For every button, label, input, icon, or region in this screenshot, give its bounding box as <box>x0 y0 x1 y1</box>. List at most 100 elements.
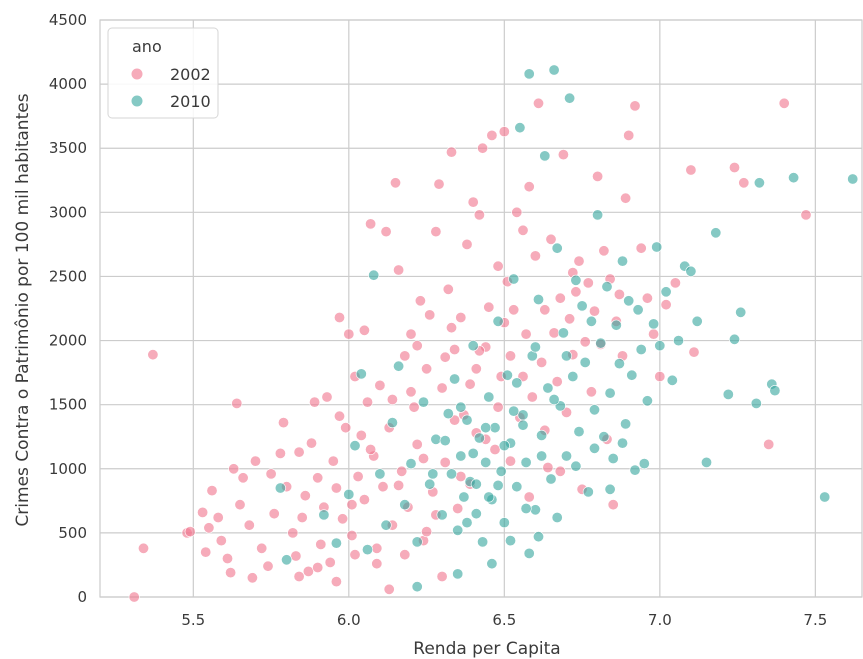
data-point-2002 <box>333 311 345 323</box>
data-point-2002 <box>486 129 498 141</box>
data-point-2002 <box>346 529 358 541</box>
data-point-2010 <box>728 333 740 345</box>
data-point-2002 <box>327 455 339 467</box>
data-point-2010 <box>847 173 859 185</box>
data-point-2010 <box>545 473 557 485</box>
data-point-2010 <box>399 499 411 511</box>
data-point-2002 <box>197 506 209 518</box>
data-point-2010 <box>626 369 638 381</box>
data-point-2010 <box>691 315 703 327</box>
data-point-2002 <box>545 233 557 245</box>
data-point-2002 <box>461 238 473 250</box>
data-point-2002 <box>337 513 349 525</box>
data-point-2002 <box>277 417 289 429</box>
data-point-2010 <box>355 368 367 380</box>
data-point-2010 <box>492 479 504 491</box>
data-point-2002 <box>256 542 268 554</box>
data-point-2002 <box>411 438 423 450</box>
data-point-2010 <box>536 450 548 462</box>
data-point-2010 <box>523 68 535 80</box>
y-axis-label: Crimes Contra o Patrimônio por 100 mil h… <box>13 93 33 526</box>
data-point-2002 <box>355 429 367 441</box>
data-point-2010 <box>570 460 582 472</box>
data-point-2010 <box>343 488 355 500</box>
data-point-2002 <box>408 401 420 413</box>
data-point-2010 <box>501 369 513 381</box>
data-point-2010 <box>439 435 451 447</box>
data-point-2002 <box>582 277 594 289</box>
data-point-2010 <box>498 517 510 529</box>
data-point-2010 <box>520 502 532 514</box>
data-point-2002 <box>445 322 457 334</box>
data-point-2002 <box>536 356 548 368</box>
x-tick-label: 5.5 <box>181 611 205 629</box>
data-point-2002 <box>305 437 317 449</box>
data-point-2010 <box>588 404 600 416</box>
data-point-2002 <box>620 192 632 204</box>
data-point-2010 <box>651 241 663 253</box>
data-point-2002 <box>629 100 641 112</box>
data-point-2010 <box>520 456 532 468</box>
data-point-2002 <box>343 328 355 340</box>
data-point-2010 <box>417 396 429 408</box>
data-point-2002 <box>383 583 395 595</box>
data-point-2002 <box>551 376 563 388</box>
legend-title: ano <box>132 37 162 56</box>
data-point-2010 <box>386 417 398 429</box>
data-point-2002 <box>225 567 237 579</box>
data-point-2002 <box>421 526 433 538</box>
data-point-2010 <box>660 286 672 298</box>
data-point-2002 <box>763 438 775 450</box>
data-point-2002 <box>324 556 336 568</box>
legend: ano 2002 2010 <box>107 27 219 119</box>
data-point-2010 <box>517 419 529 431</box>
data-point-2010 <box>598 431 610 443</box>
data-point-2002 <box>539 304 551 316</box>
data-point-2002 <box>436 382 448 394</box>
y-tick-label: 3500 <box>49 139 87 157</box>
data-point-2010 <box>536 429 548 441</box>
data-point-2002 <box>439 456 451 468</box>
data-point-2010 <box>368 269 380 281</box>
data-point-2002 <box>358 494 370 506</box>
data-point-2010 <box>788 172 800 184</box>
data-point-2002 <box>222 552 234 564</box>
data-point-2010 <box>648 318 660 330</box>
data-point-2010 <box>638 458 650 470</box>
x-tick-label: 6.5 <box>492 611 516 629</box>
data-point-2010 <box>486 558 498 570</box>
data-point-2002 <box>511 206 523 218</box>
data-point-2010 <box>641 395 653 407</box>
data-point-2010 <box>585 315 597 327</box>
data-point-2002 <box>738 177 750 189</box>
data-point-2002 <box>445 146 457 158</box>
data-point-2010 <box>424 478 436 490</box>
data-point-2002 <box>377 481 389 493</box>
data-point-2010 <box>819 491 831 503</box>
data-point-2002 <box>532 97 544 109</box>
data-point-2010 <box>685 265 697 277</box>
data-point-2010 <box>769 385 781 397</box>
data-point-2010 <box>750 397 762 409</box>
data-point-2010 <box>467 447 479 459</box>
data-point-2002 <box>570 286 582 298</box>
data-point-2002 <box>504 350 516 362</box>
data-point-2010 <box>551 242 563 254</box>
data-point-2002 <box>421 363 433 375</box>
data-point-2002 <box>340 422 352 434</box>
data-point-2002 <box>414 295 426 307</box>
data-point-2002 <box>669 277 681 289</box>
x-tick-label: 7.5 <box>803 611 827 629</box>
data-point-2010 <box>582 486 594 498</box>
data-point-2002 <box>492 401 504 413</box>
data-point-2002 <box>389 177 401 189</box>
data-point-2010 <box>445 468 457 480</box>
data-point-2002 <box>411 340 423 352</box>
data-point-2010 <box>722 388 734 400</box>
y-tick-label: 500 <box>58 524 87 542</box>
data-point-2002 <box>517 224 529 236</box>
data-point-2002 <box>330 576 342 588</box>
y-tick-label: 4500 <box>49 11 87 29</box>
data-point-2002 <box>439 351 451 363</box>
